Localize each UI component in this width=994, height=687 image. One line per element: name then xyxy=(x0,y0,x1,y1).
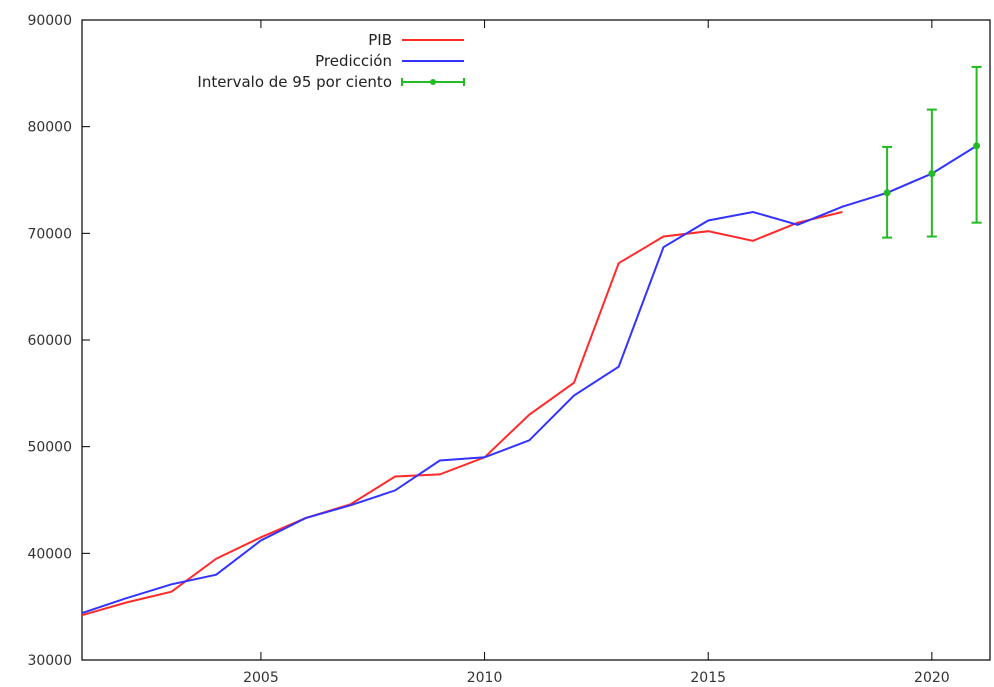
legend-label: Intervalo de 95 por ciento xyxy=(197,73,392,91)
series-0 xyxy=(81,211,843,617)
series-1 xyxy=(81,145,978,615)
y-tick-label: 50000 xyxy=(27,440,72,456)
y-tick-label: 90000 xyxy=(27,13,72,29)
error-point xyxy=(928,170,936,178)
error-point xyxy=(973,142,981,150)
y-tick-label: 60000 xyxy=(27,333,72,349)
legend-label: Predicción xyxy=(315,52,392,70)
x-tick-label: 2010 xyxy=(467,670,503,686)
series-line xyxy=(81,145,978,615)
x-tick-label: 2005 xyxy=(243,670,279,686)
y-tick-label: 30000 xyxy=(27,653,72,669)
x-tick-label: 2020 xyxy=(914,670,950,686)
series-layer xyxy=(81,65,982,617)
plot-frame xyxy=(81,19,991,661)
x-tick-label: 2015 xyxy=(690,670,726,686)
legend-key-point xyxy=(430,79,436,85)
series-line xyxy=(81,211,843,617)
y-tick-label: 80000 xyxy=(27,120,72,136)
legend: PIB Predicción Intervalo de 95 por ciento xyxy=(197,31,465,91)
legend-label: PIB xyxy=(368,31,392,49)
y-tick-label: 70000 xyxy=(27,226,72,242)
error-point xyxy=(883,189,891,197)
y-tick-label: 40000 xyxy=(27,546,72,562)
axes: 30000 40000 50000 60000 70000 80000 90000 2005 2… xyxy=(27,13,991,686)
series-2 xyxy=(882,65,982,239)
